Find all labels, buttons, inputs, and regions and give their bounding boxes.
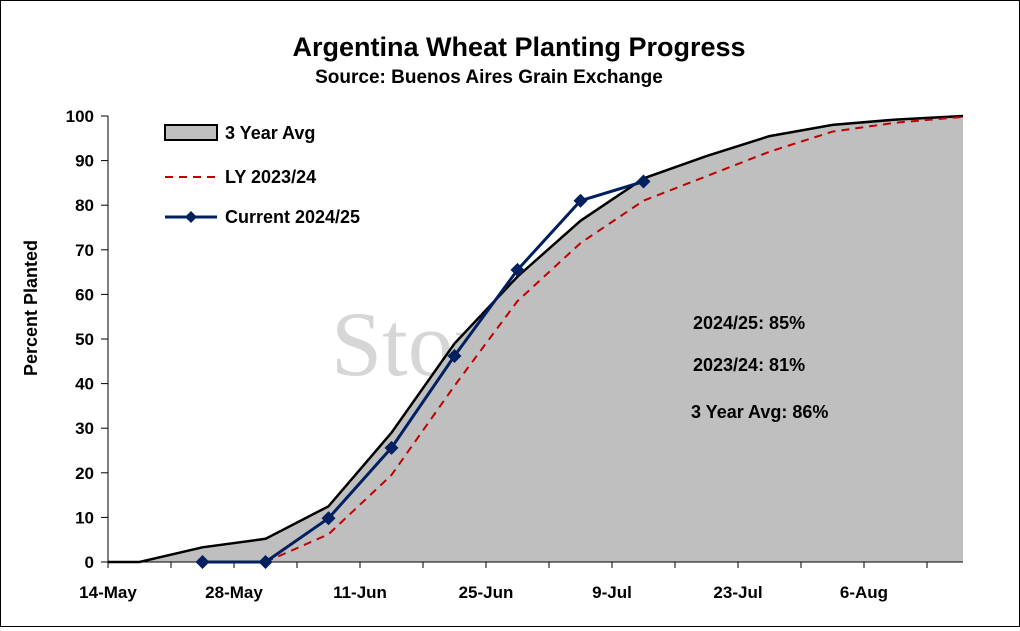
marker-current	[447, 348, 462, 363]
x-tick-label: 9-Jul	[592, 583, 632, 602]
x-tick-label: 28-May	[205, 583, 263, 602]
chart-title: Argentina Wheat Planting Progress	[292, 32, 745, 62]
y-tick-label: 100	[66, 107, 94, 126]
legend: 3 Year Avg LY 2023/24 Current 2024/25	[164, 123, 360, 227]
y-tick-label: 70	[75, 241, 94, 260]
annotation-last-year: 2023/24: 81%	[693, 355, 805, 375]
x-tick-label: 23-Jul	[713, 583, 762, 602]
chart-subtitle: Source: Buenos Aires Grain Exchange	[315, 67, 663, 88]
x-tick-label: 14-May	[79, 583, 137, 602]
legend-label-3yr-avg: 3 Year Avg	[225, 123, 315, 143]
y-tick-label: 90	[75, 152, 94, 171]
legend-label-ly: LY 2023/24	[225, 167, 316, 187]
axis-layer: 0 10 20 30 40 50 60 70 80 90 100 14-May 28-May 11-Jun…	[66, 107, 963, 602]
y-tick-label: 30	[75, 419, 94, 438]
marker-current	[573, 193, 588, 208]
marker-current	[258, 555, 273, 569]
line-current-2024-25	[202, 180, 644, 564]
series-layer	[195, 115, 964, 569]
x-tick-label: 6-Aug	[840, 583, 888, 602]
x-tick-label: 25-Jun	[459, 583, 514, 602]
legend-marker-current	[185, 211, 197, 223]
marker-current	[321, 511, 336, 526]
y-tick-label: 40	[75, 375, 94, 394]
legend-swatch-3yr-avg	[164, 124, 218, 141]
y-tick-label: 60	[75, 285, 94, 304]
annotation-3yr-avg: 3 Year Avg: 86%	[691, 402, 828, 422]
annotation-current: 2024/25: 85%	[693, 313, 805, 333]
y-tick-label: 80	[75, 196, 94, 215]
y-tick-label: 10	[75, 508, 94, 527]
y-tick-label: 50	[75, 330, 94, 349]
x-tick-label: 11-Jun	[333, 583, 387, 602]
line-ly-2023-24	[265, 115, 964, 563]
marker-current	[636, 174, 651, 189]
area-3yr-avg	[108, 116, 963, 562]
marker-current	[510, 262, 525, 277]
legend-label-current: Current 2024/25	[225, 207, 360, 227]
marker-current	[384, 440, 399, 455]
marker-current	[195, 555, 210, 569]
y-tick-label: 0	[85, 553, 94, 572]
y-tick-label: 20	[75, 464, 94, 483]
y-axis-label: Percent Planted	[21, 240, 41, 376]
